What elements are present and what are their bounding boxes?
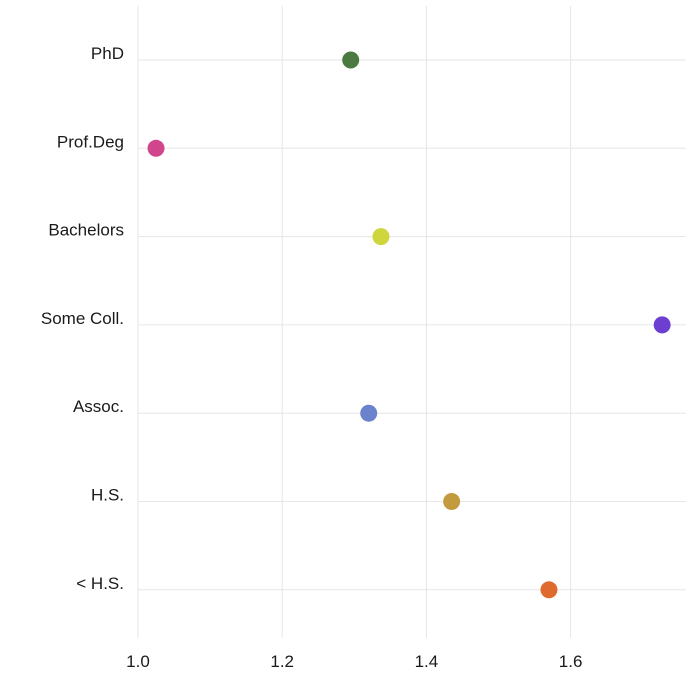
horizontal-gridlines [138,59,686,591]
data-point [443,493,461,510]
category-label: Some Coll. [41,309,124,328]
data-point [372,228,390,246]
vertical-gridlines [137,6,572,638]
category-label: < H.S. [76,574,124,593]
data-point [360,404,378,422]
category-label: Bachelors [48,221,124,240]
x-tick-label: 1.0 [126,652,150,671]
category-labels: PhD Prof.Deg Bachelors Some Coll. Assoc. H.S.… [41,44,124,593]
x-tick-label: 1.6 [559,652,583,671]
data-point [540,581,558,599]
x-axis-tick-labels: 1.0 1.2 1.4 1.6 [126,652,582,671]
data-point [147,139,165,157]
data-point [653,316,671,334]
category-label: Prof.Deg [57,132,124,151]
x-tick-label: 1.2 [270,652,294,671]
category-label: PhD [91,44,124,63]
data-point [342,51,360,69]
category-label: Assoc. [73,397,124,416]
x-tick-label: 1.4 [415,652,439,671]
data-points [147,51,671,599]
category-label: H.S. [91,486,124,505]
